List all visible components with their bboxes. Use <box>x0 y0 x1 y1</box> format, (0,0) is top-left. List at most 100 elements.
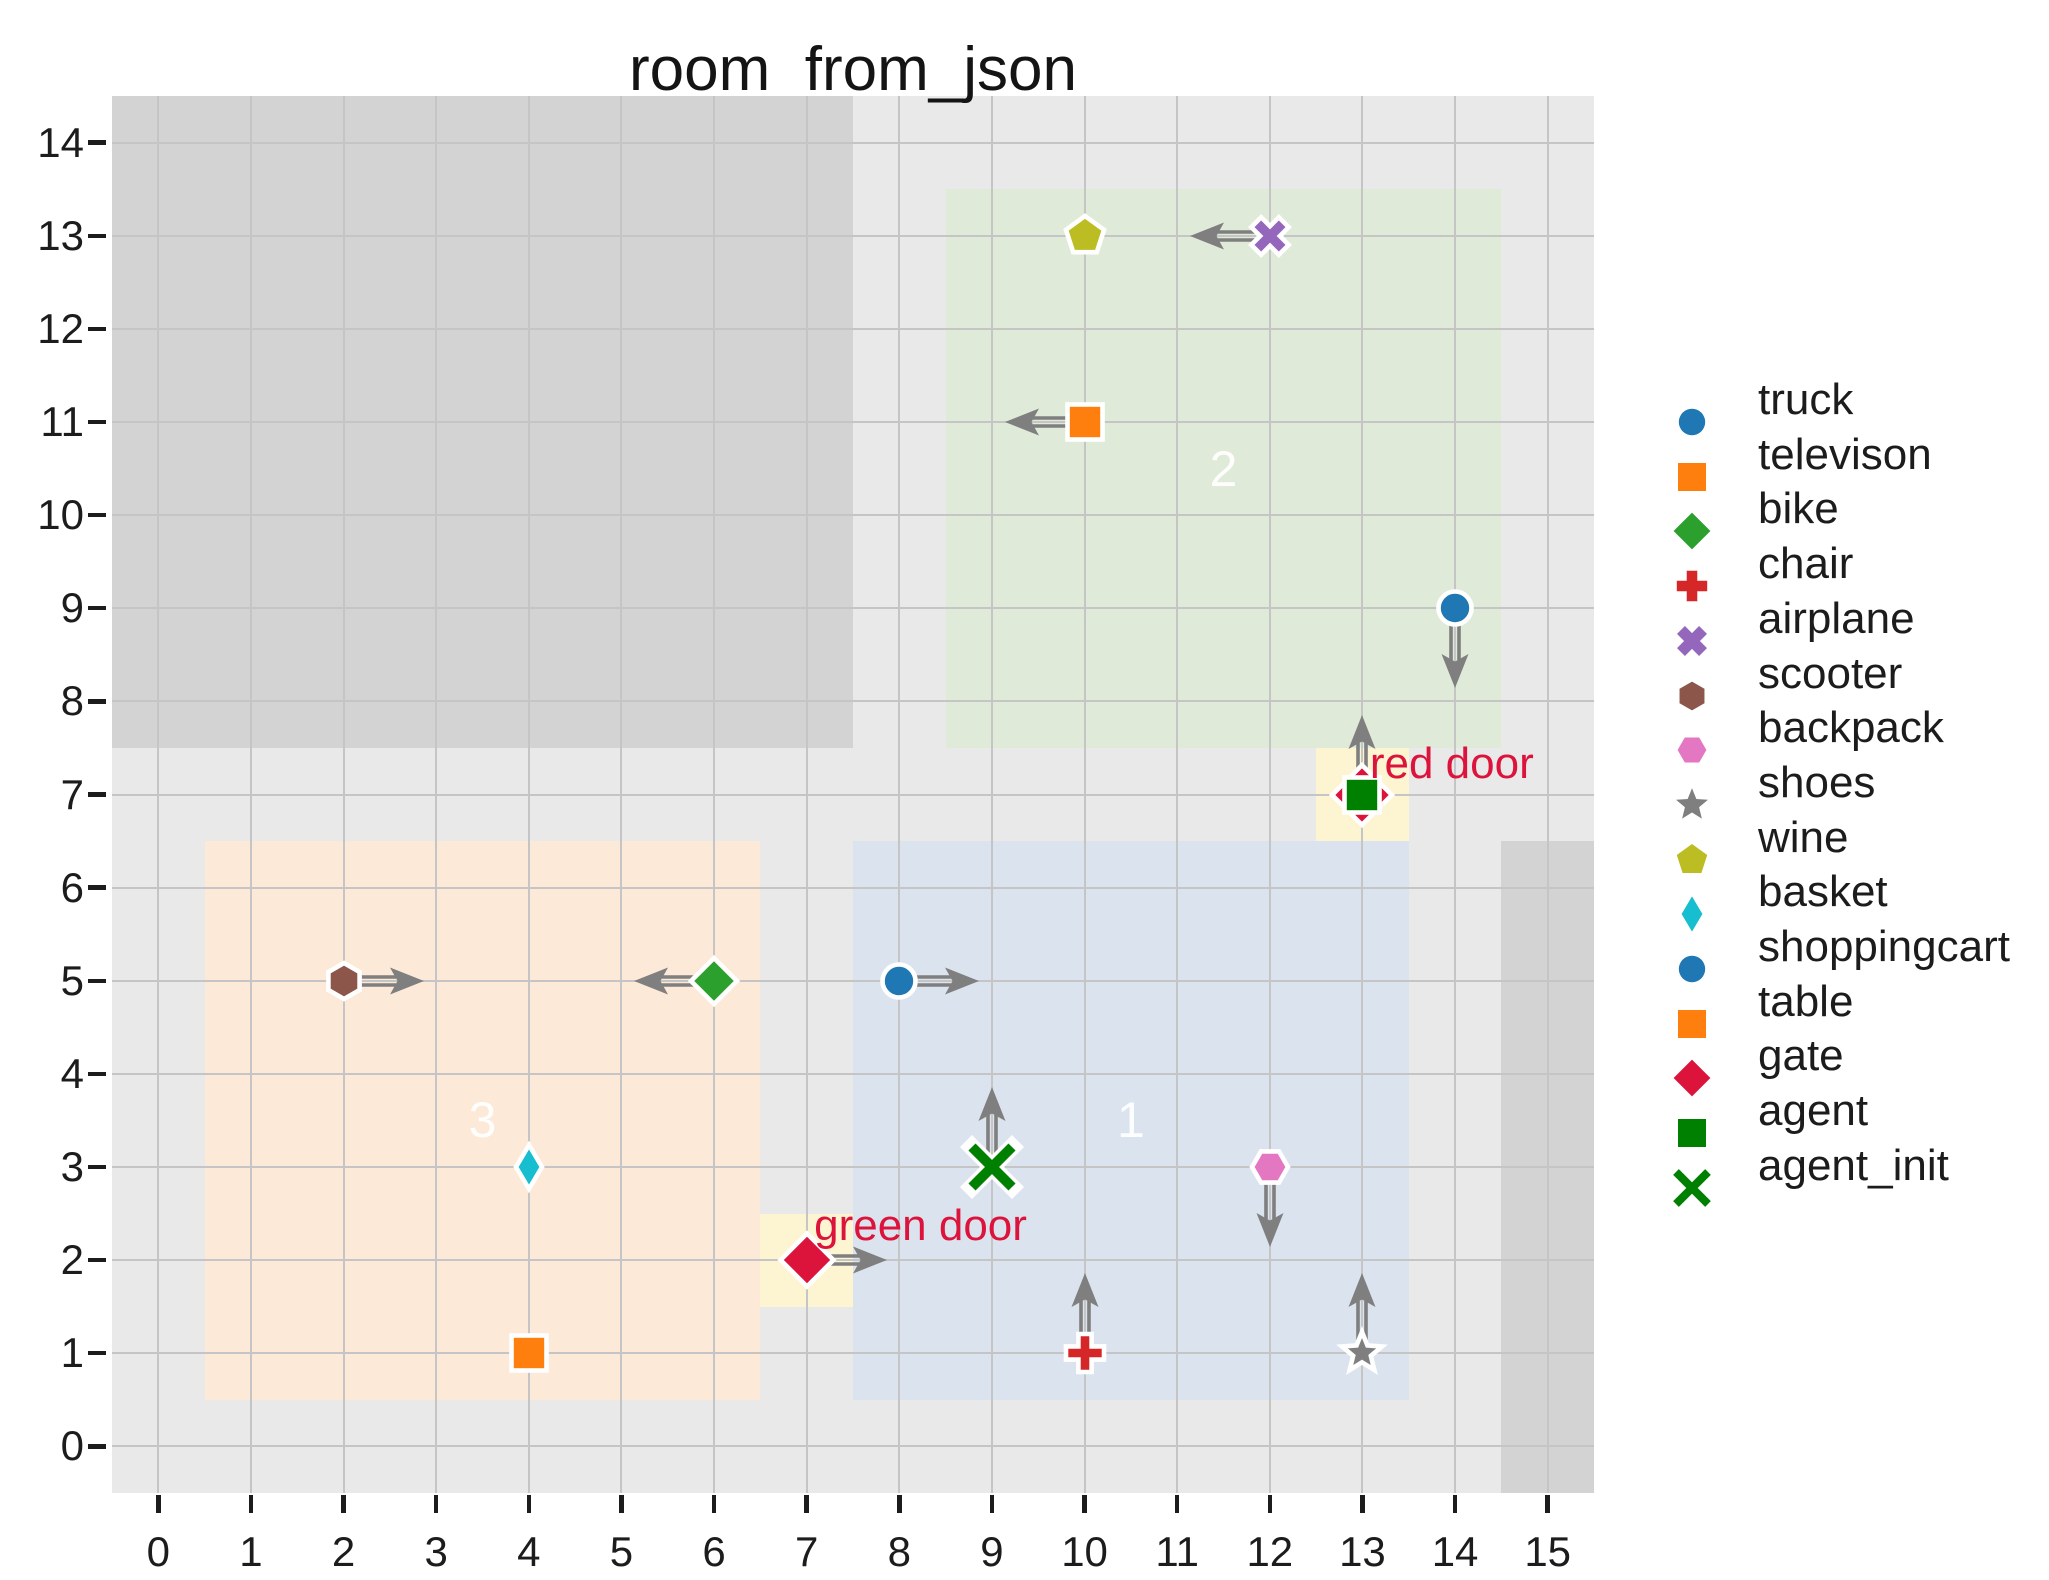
legend-label: agent <box>1758 1086 1869 1136</box>
y-tick-mark <box>88 699 106 704</box>
legend-item-table: table <box>1640 974 2040 1038</box>
y-tick-mark <box>88 978 106 983</box>
marker-table <box>479 1303 579 1408</box>
x-tick-label: 3 <box>424 1528 448 1575</box>
y-tick-label: 3 <box>60 1143 84 1191</box>
legend-marker-plus-icon <box>1642 536 1742 641</box>
gridline-horizontal <box>112 1072 1594 1075</box>
marker-airplane <box>1220 186 1320 291</box>
y-tick-label: 6 <box>60 863 84 911</box>
legend-item-chair: chair <box>1640 536 2040 602</box>
legend-marker-hexagon-h-icon <box>1642 700 1742 805</box>
legend-marker-square-icon <box>1642 974 1742 1079</box>
gridline-horizontal <box>112 514 1594 517</box>
legend-marker-x-filled-icon <box>1642 591 1742 696</box>
legend-marker-diamond-icon <box>1642 481 1742 586</box>
legend-marker-circle-icon <box>1642 919 1742 1024</box>
y-tick-mark <box>88 1257 106 1263</box>
x-tick-mark <box>897 1495 902 1513</box>
x-tick-label: 8 <box>887 1528 911 1575</box>
legend-marker-hexagon-v-icon <box>1642 646 1742 751</box>
region-room-1 <box>853 841 1409 1400</box>
y-tick-mark <box>88 1164 106 1170</box>
legend-label: agent_init <box>1758 1140 1949 1190</box>
y-tick-label: 8 <box>60 677 84 725</box>
gridline-horizontal <box>112 700 1594 703</box>
legend-item-televison: televison <box>1640 427 2040 491</box>
gridline-horizontal <box>112 1259 1594 1262</box>
legend-label: scooter <box>1758 648 1903 698</box>
x-tick-label: 1 <box>239 1528 263 1575</box>
marker-agent_init <box>942 1117 1042 1222</box>
legend-item-agent: agent <box>1640 1083 2040 1148</box>
legend-label: shoes <box>1758 757 1876 807</box>
y-tick-label: 10 <box>37 491 84 539</box>
legend-marker-diamond-icon <box>1642 1028 1742 1133</box>
y-tick-mark <box>88 419 106 425</box>
y-tick-label: 13 <box>37 211 84 259</box>
y-tick-label: 11 <box>40 397 84 445</box>
legend-marker-square-icon <box>1642 427 1742 532</box>
y-tick-label: 12 <box>37 304 84 352</box>
legend-label: wine <box>1758 812 1849 862</box>
x-tick-label: 5 <box>609 1528 634 1575</box>
x-tick-label: 15 <box>1524 1528 1572 1575</box>
x-tick-label: 10 <box>1061 1528 1108 1575</box>
y-tick-label: 0 <box>60 1422 84 1470</box>
x-tick-mark <box>248 1495 254 1513</box>
x-tick-mark <box>1267 1495 1272 1513</box>
gridline-horizontal <box>112 793 1594 796</box>
region-room-2 <box>945 189 1502 748</box>
plot-area: 2 3 1 <box>112 96 1594 1493</box>
gridline-horizontal <box>112 1166 1594 1169</box>
gridline-horizontal <box>112 327 1594 330</box>
gridline-horizontal <box>112 607 1594 610</box>
legend-marker-circle-icon <box>1642 372 1742 477</box>
chart-title: room_from_json <box>629 35 1077 104</box>
x-tick-label: 11 <box>1155 1528 1199 1575</box>
legend-item-agent_init: agent_init <box>1640 1138 2040 1207</box>
y-tick-label: 9 <box>60 584 84 632</box>
x-tick-mark <box>619 1495 624 1513</box>
y-tick-mark <box>88 233 106 238</box>
legend-item-bike: bike <box>1640 481 2040 550</box>
x-tick-label: 13 <box>1339 1528 1386 1575</box>
legend-item-gate: gate <box>1640 1028 2040 1097</box>
marker-shoes <box>1312 1303 1412 1408</box>
legend-label: table <box>1758 976 1854 1026</box>
y-tick-mark <box>88 1351 106 1356</box>
legend-marker-star-icon <box>1642 755 1742 860</box>
legend-label: chair <box>1758 539 1854 589</box>
x-tick-mark <box>1174 1495 1180 1513</box>
x-tick-mark <box>156 1495 161 1513</box>
legend-item-shoes: shoes <box>1640 755 2040 819</box>
legend-item-backpack: backpack <box>1640 700 2040 763</box>
x-tick-mark <box>1545 1495 1550 1513</box>
gridline-horizontal <box>112 420 1594 423</box>
legend-label: backpack <box>1758 703 1944 753</box>
door-label-red-door: red door <box>1369 738 1534 788</box>
gridline-horizontal <box>112 886 1594 889</box>
legend-marker-thin-diamond-icon <box>1642 864 1742 969</box>
y-tick-label: 2 <box>60 1236 84 1284</box>
y-tick-mark <box>88 1444 106 1449</box>
region-label-2: 2 <box>1209 440 1238 497</box>
x-tick-label: 0 <box>146 1528 170 1575</box>
x-tick-label: 2 <box>331 1528 356 1575</box>
gridline-horizontal <box>112 1445 1594 1448</box>
marker-gate <box>757 1210 857 1315</box>
marker-truck <box>1405 558 1505 663</box>
legend-label: televison <box>1758 429 1932 479</box>
y-tick-mark <box>88 326 106 332</box>
marker-televison <box>1035 372 1135 477</box>
legend-item-truck: truck <box>1640 372 2040 436</box>
marker-backpack <box>1220 1117 1320 1222</box>
legend-item-scooter: scooter <box>1640 646 2040 710</box>
y-tick-label: 14 <box>37 118 84 166</box>
y-tick-label: 5 <box>60 956 84 1004</box>
region-room-3 <box>204 841 761 1400</box>
legend-item-shoppingcart: shoppingcart <box>1640 919 2040 983</box>
y-tick-mark <box>88 512 106 518</box>
legend-label: gate <box>1758 1031 1844 1081</box>
